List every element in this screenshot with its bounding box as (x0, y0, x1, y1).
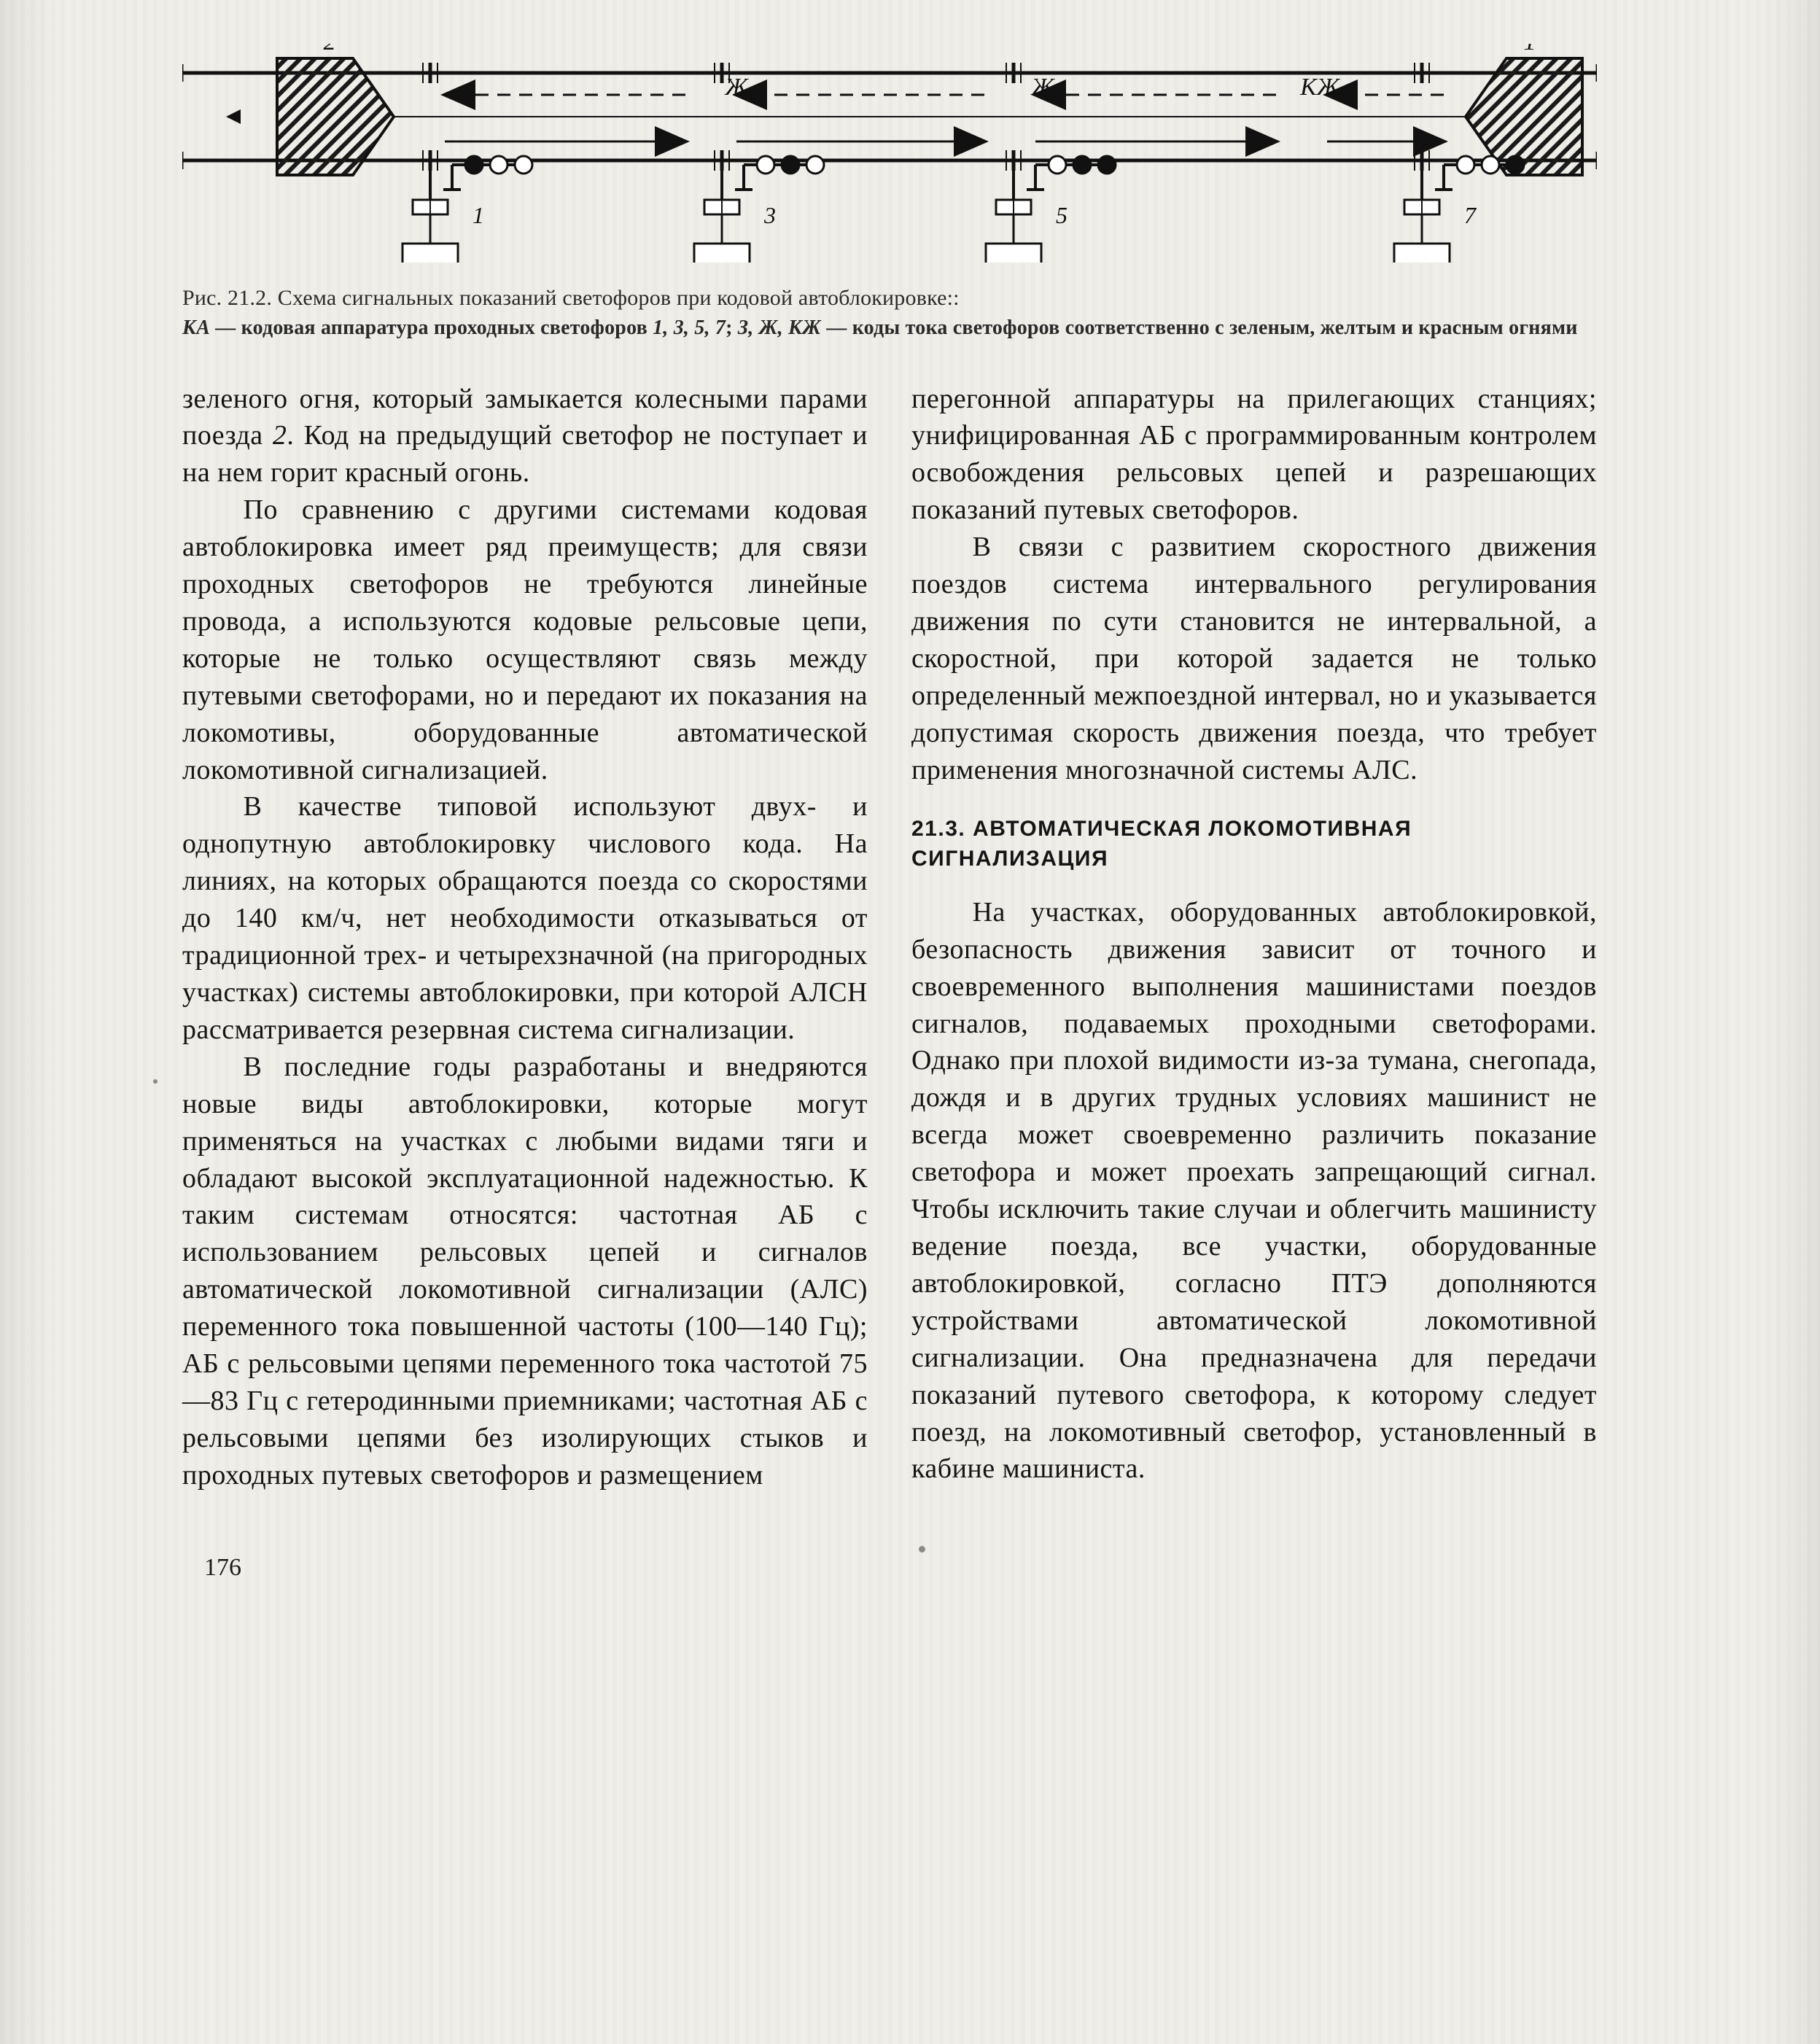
caption-line1: Рис. 21.2. Схема сигнальных показаний св… (182, 286, 960, 310)
paragraph: В последние годы разработаны и внедряютс… (182, 1049, 868, 1494)
svg-text:7: 7 (1464, 202, 1477, 228)
paragraph: зеленого огня, который замыкается колесн… (182, 381, 868, 492)
paragraph: В качестве типовой используют двух- и од… (182, 788, 868, 1048)
section-heading: 21.3. АВТОМАТИЧЕСКАЯ ЛОКОМОТИВНАЯ СИГНАЛ… (911, 815, 1597, 873)
figure-caption: Рис. 21.2. Схема сигнальных показаний св… (182, 284, 1597, 341)
scan-speck (153, 1079, 158, 1084)
svg-text:3: 3 (763, 202, 776, 228)
paragraph: В связи с развитием скоростного движения… (911, 529, 1597, 788)
svg-text:Ж: Ж (1030, 74, 1055, 101)
paragraph: перегонной аппаратуры на прилегающих ста… (911, 381, 1597, 529)
svg-text:1: 1 (472, 202, 484, 228)
paragraph: На участках, оборудованных автоблокировк… (911, 894, 1597, 1488)
scan-page: 21ЖЖКЖКА1КА3КА5КА7 Рис. 21.2. Схема сигн… (0, 0, 1820, 2044)
svg-text:1: 1 (1524, 44, 1536, 55)
svg-text:2: 2 (324, 44, 336, 55)
svg-text:Ж: Ж (724, 74, 749, 101)
paragraph: По сравнению с другими системами кодовая… (182, 491, 868, 788)
figure-21-2: 21ЖЖКЖКА1КА3КА5КА7 Рис. 21.2. Схема сигн… (182, 44, 1597, 341)
svg-text:5: 5 (1056, 202, 1068, 228)
body-columns: зеленого огня, который замыкается колесн… (182, 381, 1597, 1494)
page-number: 176 (204, 1554, 241, 1582)
scan-speck (919, 1546, 925, 1553)
svg-text:КЖ: КЖ (1299, 74, 1341, 101)
page-content: 21ЖЖКЖКА1КА3КА5КА7 Рис. 21.2. Схема сигн… (182, 44, 1597, 1494)
caption-line2: КА — кодовая аппаратура проходных светоф… (182, 315, 1597, 341)
figure-svg: 21ЖЖКЖКА1КА3КА5КА7 (182, 44, 1597, 263)
